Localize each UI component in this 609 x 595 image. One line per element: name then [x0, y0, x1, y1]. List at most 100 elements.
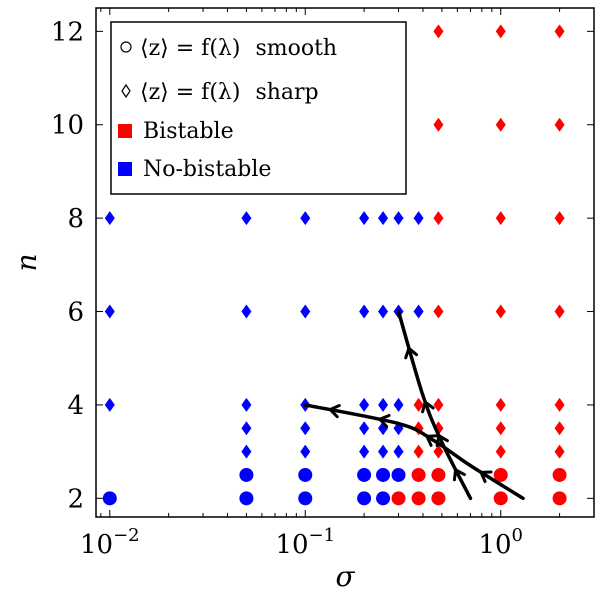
data-point-diamond	[554, 24, 565, 39]
data-point-diamond	[104, 211, 115, 226]
boundary-arrow	[452, 468, 466, 482]
data-point-diamond	[554, 117, 565, 132]
data-point-circle	[239, 467, 254, 482]
boundary-curve	[303, 403, 525, 501]
y-tick-label: 12	[51, 17, 84, 47]
data-point-diamond	[104, 397, 115, 412]
plot-frame	[95, 7, 595, 518]
data-point-diamond	[433, 24, 444, 39]
x-tick-base: 10	[478, 530, 511, 560]
data-point-diamond	[495, 211, 506, 226]
data-point-circle	[102, 491, 117, 506]
x-tick-label: 10−1	[275, 525, 335, 560]
data-point-circle	[376, 491, 391, 506]
data-point-circle	[298, 491, 313, 506]
data-point-diamond	[413, 211, 424, 226]
legend-smooth-expression: ⟨z⟩ = f(λ)	[140, 36, 240, 61]
legend-no-bistable-swatch	[118, 162, 132, 176]
data-point-diamond	[241, 421, 252, 436]
data-point-diamond	[300, 421, 311, 436]
data-point-diamond	[393, 397, 404, 412]
data-point-diamond	[359, 304, 370, 319]
x-tick-label: 100	[478, 525, 523, 560]
data-point-circle	[431, 467, 446, 482]
y-tick-label: 6	[67, 298, 84, 328]
legend-item-smooth: ⟨z⟩ = f(λ) smooth	[120, 36, 337, 61]
data-point-diamond	[241, 211, 252, 226]
y-tick-label: 4	[67, 391, 84, 421]
data-point-diamond	[300, 211, 311, 226]
y-axis-title: n	[10, 253, 43, 271]
data-point-diamond	[359, 211, 370, 226]
boundary-arrow	[378, 413, 391, 428]
legend-bistable-swatch	[118, 124, 132, 138]
legend-item-bistable: Bistable	[118, 119, 234, 144]
data-point-circle	[391, 467, 406, 482]
data-point-diamond	[393, 444, 404, 459]
data-point-diamond	[495, 397, 506, 412]
data-point-diamond	[554, 397, 565, 412]
data-point-diamond	[378, 211, 389, 226]
data-point-diamond	[495, 444, 506, 459]
data-point-circle	[411, 467, 426, 482]
legend-sharp-expression: ⟨z⟩ = f(λ)	[140, 80, 240, 105]
data-point-diamond	[554, 304, 565, 319]
legend-item-sharp: ⟨z⟩ = f(λ) sharp	[121, 80, 319, 105]
data-point-circle	[493, 467, 508, 482]
data-point-diamond	[413, 444, 424, 459]
x-tick-exponent: −2	[113, 525, 140, 546]
boundary-arrow	[421, 400, 435, 414]
legend-label-sharp: ⟨z⟩ = f(λ) sharp	[140, 80, 319, 105]
data-point-diamond	[359, 444, 370, 459]
data-point-diamond	[433, 444, 444, 459]
data-point-diamond	[241, 397, 252, 412]
legend-label-no-bistable: No-bistable	[143, 157, 271, 182]
data-point-circle	[376, 467, 391, 482]
legend-label-smooth: ⟨z⟩ = f(λ) smooth	[140, 36, 337, 61]
y-tick-label: 2	[67, 484, 84, 514]
legend-smooth-word: smooth	[255, 36, 337, 61]
data-point-diamond	[495, 421, 506, 436]
data-point-diamond	[393, 211, 404, 226]
legend-sharp-word: sharp	[255, 80, 318, 105]
data-point-circle	[357, 491, 372, 506]
data-point-diamond	[378, 444, 389, 459]
x-tick-exponent: 0	[512, 525, 523, 546]
data-point-diamond	[300, 304, 311, 319]
data-point-diamond	[433, 304, 444, 319]
data-point-diamond	[554, 421, 565, 436]
x-tick-base: 10	[275, 530, 308, 560]
data-point-diamond	[433, 117, 444, 132]
boundary-arrow	[479, 470, 493, 484]
legend-item-no-bistable: No-bistable	[118, 157, 271, 182]
data-point-diamond	[300, 444, 311, 459]
data-point-circle	[493, 491, 508, 506]
data-points	[102, 24, 567, 506]
data-point-circle	[239, 491, 254, 506]
legend-label-bistable: Bistable	[143, 119, 234, 144]
axes-frame	[95, 7, 595, 518]
data-point-diamond	[413, 304, 424, 319]
data-point-diamond	[433, 211, 444, 226]
data-point-diamond	[495, 117, 506, 132]
data-point-circle	[391, 491, 406, 506]
y-tick-label: 8	[67, 204, 84, 234]
legend-diamond-marker	[121, 83, 131, 99]
data-point-circle	[411, 491, 426, 506]
boundary-arrow	[404, 346, 419, 360]
data-point-circle	[357, 467, 372, 482]
data-point-diamond	[241, 444, 252, 459]
x-tick-base: 10	[80, 530, 113, 560]
data-point-diamond	[433, 397, 444, 412]
data-point-circle	[552, 467, 567, 482]
x-axis-title: σ	[335, 560, 355, 593]
data-point-diamond	[104, 304, 115, 319]
data-point-circle	[552, 491, 567, 506]
data-point-diamond	[413, 397, 424, 412]
data-point-diamond	[554, 211, 565, 226]
x-tick-label: 10−2	[80, 525, 140, 560]
data-point-circle	[431, 491, 446, 506]
data-point-diamond	[378, 304, 389, 319]
